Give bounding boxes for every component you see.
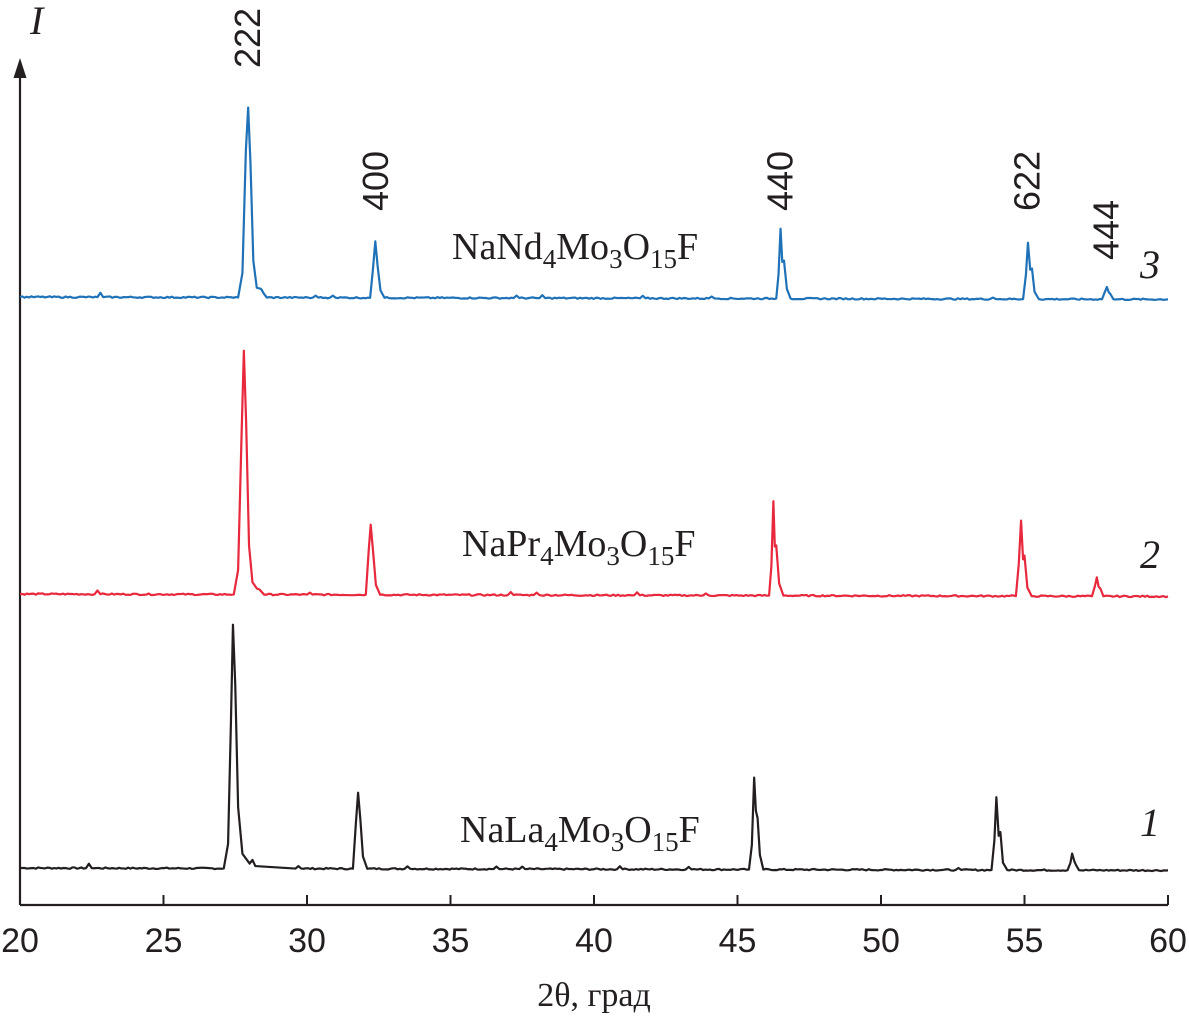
peak-label-622: 622 xyxy=(1006,151,1047,211)
x-tick-label: 40 xyxy=(575,922,613,960)
series-line-3 xyxy=(19,106,1169,302)
curve-number-3: 3 xyxy=(1139,242,1160,287)
formula-label-1: NaLa4Mo3O15F xyxy=(460,809,700,857)
curve-number-1: 1 xyxy=(1140,800,1160,845)
y-axis-label: I xyxy=(29,0,45,43)
curve-number-2: 2 xyxy=(1140,532,1160,577)
x-tick-label: 25 xyxy=(145,922,183,960)
x-ticks: 20 25 30 35 40 45 50 55 60 xyxy=(1,895,1187,960)
x-tick-label: 45 xyxy=(719,922,757,960)
series-line-1 xyxy=(19,623,1169,873)
formula-label-3: NaNd4Mo3O15F xyxy=(452,226,698,274)
x-tick-label: 20 xyxy=(1,922,39,960)
x-axis: 20 25 30 35 40 45 50 55 60 2θ, град xyxy=(1,895,1187,1014)
x-tick-label: 60 xyxy=(1149,922,1187,960)
peak-label-400: 400 xyxy=(355,151,396,211)
y-axis-arrow-icon xyxy=(13,58,27,78)
x-tick-label: 30 xyxy=(288,922,326,960)
peak-label-440: 440 xyxy=(760,151,801,211)
x-tick-label: 55 xyxy=(1006,922,1044,960)
series-line-2 xyxy=(19,349,1169,599)
formula-label-2: NaPr4Mo3O15F xyxy=(462,523,696,571)
peak-label-222: 222 xyxy=(227,8,268,68)
x-tick-label: 35 xyxy=(432,922,470,960)
x-tick-label: 50 xyxy=(862,922,900,960)
series-labels: NaLa4Mo3O15F 1 NaPr4Mo3O15F 2 NaNd4Mo3O15F 3 xyxy=(452,226,1160,857)
x-axis-title: 2θ, град xyxy=(537,977,651,1014)
series-group xyxy=(19,106,1169,873)
peak-labels: 222 400 440 622 444 xyxy=(227,8,1126,260)
peak-label-444: 444 xyxy=(1085,200,1126,260)
y-axis: I xyxy=(13,0,45,905)
